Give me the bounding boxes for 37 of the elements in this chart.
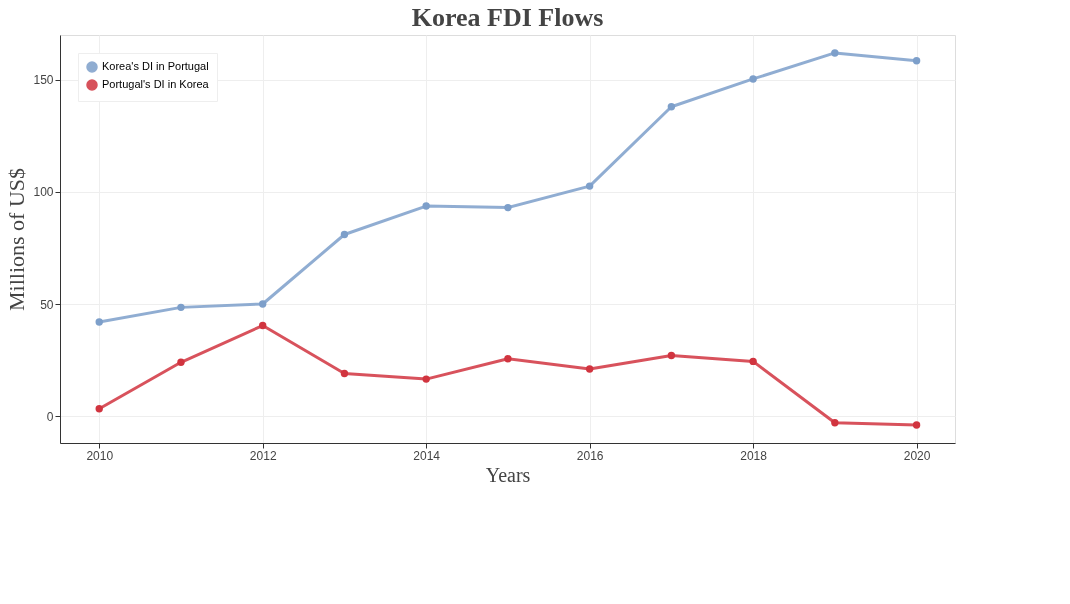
y-tick-label: 50 xyxy=(40,297,54,312)
chart-title: Korea FDI Flows xyxy=(411,3,604,32)
point xyxy=(912,421,921,429)
x-tick-label: 2010 xyxy=(86,448,114,463)
point xyxy=(749,357,757,366)
x-tick-label: 2012 xyxy=(249,448,277,463)
point xyxy=(340,369,349,378)
point xyxy=(259,321,267,330)
point xyxy=(422,375,430,383)
x-tick-label: 2016 xyxy=(576,448,604,463)
x-tick-label: 2020 xyxy=(903,448,931,463)
point xyxy=(422,202,430,210)
point xyxy=(667,103,676,111)
y-tick-label: 100 xyxy=(33,185,54,200)
point xyxy=(749,75,757,83)
legend-label: Korea's DI in Portugal xyxy=(102,60,209,72)
point xyxy=(177,303,185,312)
point xyxy=(831,419,839,427)
point xyxy=(95,318,103,326)
point xyxy=(504,355,512,363)
point xyxy=(585,182,594,190)
point xyxy=(504,203,512,212)
point xyxy=(177,358,185,366)
y-axis-title: Millions of US$ xyxy=(4,167,30,312)
point xyxy=(95,405,103,413)
point xyxy=(831,49,839,57)
point xyxy=(585,365,594,373)
x-tick-label: 2018 xyxy=(740,448,768,463)
point xyxy=(667,351,676,360)
y-tick-label: 150 xyxy=(33,73,54,88)
x-axis-title: Years xyxy=(485,463,531,486)
point xyxy=(340,230,349,239)
point xyxy=(259,300,267,308)
y-tick-label: 0 xyxy=(46,409,54,424)
legend-label: Portugal's DI in Korea xyxy=(102,78,210,90)
point xyxy=(912,57,921,65)
x-tick-label: 2014 xyxy=(413,448,441,463)
